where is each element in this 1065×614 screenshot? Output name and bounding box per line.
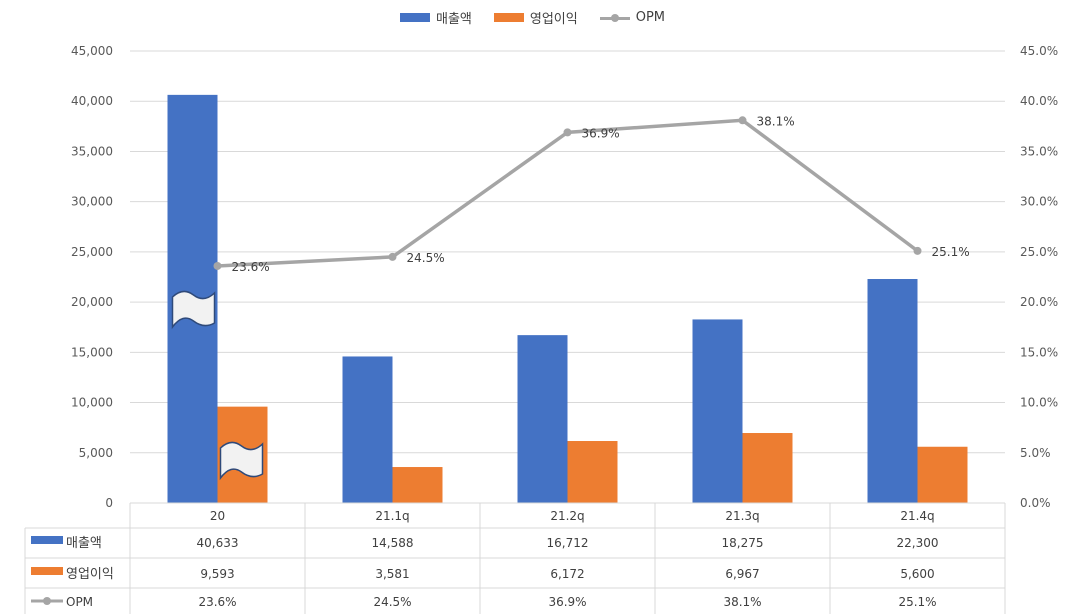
table-cell-operating-profit: 6,172	[550, 567, 584, 581]
legend-item-opm: OPM	[599, 8, 666, 27]
y-right-tick-label: 35.0%	[1020, 144, 1058, 158]
legend-swatch-sales	[399, 13, 430, 22]
y-left-tick-label: 25,000	[71, 245, 113, 259]
opm-data-label: 24.5%	[407, 251, 445, 265]
table-cell-opm: 23.6%	[198, 595, 236, 609]
y-right-tick-label: 40.0%	[1020, 94, 1058, 108]
table-row-label-opm: OPM	[66, 595, 93, 609]
table-cell-opm: 36.9%	[548, 595, 586, 609]
opm-data-label: 36.9%	[582, 126, 620, 140]
legend-item-operating-profit: 영업이익	[493, 8, 578, 27]
x-category-label: 21.2q	[550, 509, 584, 523]
opm-point	[563, 128, 572, 137]
bar-sales	[517, 335, 568, 503]
table-cell-sales: 40,633	[197, 536, 239, 550]
chart-legend: 매출액 영업이익 OPM	[0, 8, 1065, 27]
y-left-tick-label: 10,000	[71, 396, 113, 410]
y-left-tick-label: 30,000	[71, 195, 113, 209]
bar-operating-profit	[917, 446, 968, 503]
table-cell-operating-profit: 9,593	[200, 567, 234, 581]
y-left-tick-label: 45,000	[71, 44, 113, 58]
y-left-tick-label: 20,000	[71, 295, 113, 309]
y-right-tick-label: 0.0%	[1020, 496, 1051, 510]
legend-swatch-opm	[599, 11, 630, 25]
legend-label-sales: 매출액	[435, 12, 472, 27]
table-key-sales	[31, 536, 63, 544]
opm-data-label: 25.1%	[932, 245, 970, 259]
y-right-tick-label: 20.0%	[1020, 295, 1058, 309]
y-left-tick-label: 35,000	[71, 144, 113, 158]
y-right-tick-label: 25.0%	[1020, 245, 1058, 259]
x-category-label: 20	[210, 509, 225, 523]
bar-operating-profit	[567, 441, 618, 503]
opm-point	[213, 261, 222, 270]
table-row-label-sales: 매출액	[66, 536, 102, 551]
opm-data-label: 23.6%	[232, 260, 270, 274]
legend-label-opm: OPM	[635, 10, 666, 25]
table-cell-opm: 25.1%	[898, 595, 936, 609]
table-key-operating-profit	[31, 567, 63, 575]
y-right-tick-label: 5.0%	[1020, 446, 1051, 460]
y-left-tick-label: 40,000	[71, 94, 113, 108]
opm-point	[388, 252, 397, 261]
bar-sales	[342, 356, 393, 503]
axis-break-symbol-sales	[171, 290, 216, 330]
bar-operating-profit	[392, 467, 443, 503]
y-right-tick-label: 10.0%	[1020, 396, 1058, 410]
table-cell-opm: 38.1%	[723, 595, 761, 609]
y-right-tick-label: 45.0%	[1020, 44, 1058, 58]
legend-swatch-operating-profit	[493, 13, 524, 22]
x-category-label: 21.1q	[375, 509, 409, 523]
y-right-tick-label: 30.0%	[1020, 195, 1058, 209]
y-left-tick-label: 15,000	[71, 345, 113, 359]
bar-operating-profit	[742, 433, 793, 503]
x-category-label: 21.3q	[725, 509, 759, 523]
table-key-opm-marker	[43, 597, 51, 605]
opm-line	[217, 118, 919, 268]
table-cell-sales: 18,275	[722, 536, 764, 550]
table-row-label-operating-profit: 영업이익	[66, 567, 114, 582]
y-left-tick-label: 0	[105, 496, 113, 510]
table-cell-sales: 22,300	[897, 536, 939, 550]
bar-sales	[867, 279, 918, 503]
legend-label-operating-profit: 영업이익	[529, 12, 578, 27]
y-left-tick-label: 5,000	[79, 446, 113, 460]
axis-break-symbol-operating-profit	[219, 441, 264, 481]
opm-point	[738, 116, 747, 125]
bar-sales	[692, 319, 743, 503]
table-cell-sales: 16,712	[547, 536, 589, 550]
opm-data-label: 38.1%	[757, 114, 795, 128]
table-cell-operating-profit: 6,967	[725, 567, 759, 581]
y-right-tick-label: 15.0%	[1020, 345, 1058, 359]
x-category-label: 21.4q	[900, 509, 934, 523]
table-cell-opm: 24.5%	[373, 595, 411, 609]
legend-item-sales: 매출액	[399, 8, 472, 27]
opm-point	[913, 246, 922, 255]
table-cell-operating-profit: 3,581	[375, 567, 409, 581]
table-cell-sales: 14,588	[372, 536, 414, 550]
table-cell-operating-profit: 5,600	[900, 567, 934, 581]
